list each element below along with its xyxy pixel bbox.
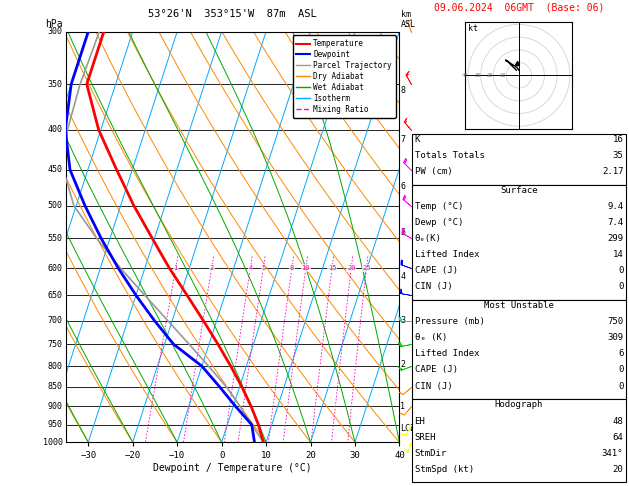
Text: 5: 5 (261, 265, 265, 271)
Text: 341°: 341° (602, 449, 623, 458)
X-axis label: Dewpoint / Temperature (°C): Dewpoint / Temperature (°C) (153, 463, 312, 473)
Text: 4: 4 (400, 272, 405, 281)
Text: 7: 7 (400, 135, 405, 144)
Text: 6: 6 (618, 349, 623, 359)
Text: 2: 2 (209, 265, 214, 271)
Text: Hodograph: Hodograph (495, 400, 543, 410)
Text: 20: 20 (487, 73, 494, 78)
Text: 14: 14 (613, 250, 623, 260)
Text: 9.4: 9.4 (607, 202, 623, 211)
Text: θₑ(K): θₑ(K) (415, 234, 442, 243)
Text: 750: 750 (607, 317, 623, 327)
Legend: Temperature, Dewpoint, Parcel Trajectory, Dry Adiabat, Wet Adiabat, Isotherm, Mi: Temperature, Dewpoint, Parcel Trajectory… (292, 35, 396, 118)
Text: Lifted Index: Lifted Index (415, 349, 479, 359)
Text: Mixing Ratio (g/kg): Mixing Ratio (g/kg) (423, 190, 432, 284)
Text: km
ASL: km ASL (401, 10, 416, 29)
Text: hPa: hPa (45, 19, 63, 29)
Text: 20: 20 (347, 265, 355, 271)
Text: 500: 500 (48, 201, 63, 210)
Text: 8: 8 (400, 87, 405, 95)
Text: 0: 0 (618, 365, 623, 375)
Text: 650: 650 (48, 291, 63, 300)
Text: 2: 2 (400, 360, 405, 368)
Text: 64: 64 (613, 433, 623, 442)
Text: θₑ (K): θₑ (K) (415, 333, 447, 343)
Text: © weatheronline.co.uk: © weatheronline.co.uk (470, 467, 567, 476)
Text: EH: EH (415, 417, 425, 426)
Text: 299: 299 (607, 234, 623, 243)
Text: 16: 16 (613, 135, 623, 144)
Text: 750: 750 (48, 340, 63, 348)
Text: 950: 950 (48, 420, 63, 429)
Text: 6: 6 (400, 182, 405, 191)
Text: 0: 0 (618, 282, 623, 292)
Text: CIN (J): CIN (J) (415, 282, 452, 292)
Text: CAPE (J): CAPE (J) (415, 266, 457, 276)
Text: StmSpd (kt): StmSpd (kt) (415, 465, 474, 474)
Text: 20: 20 (613, 465, 623, 474)
Text: K: K (415, 135, 420, 144)
Text: kt: kt (468, 24, 478, 34)
Text: Most Unstable: Most Unstable (484, 301, 554, 311)
Text: 900: 900 (48, 402, 63, 411)
Text: SREH: SREH (415, 433, 436, 442)
Text: Surface: Surface (500, 186, 538, 195)
Text: LCL: LCL (400, 424, 415, 433)
Text: 309: 309 (607, 333, 623, 343)
Text: 3: 3 (400, 316, 405, 325)
Text: 8: 8 (290, 265, 294, 271)
Text: Temp (°C): Temp (°C) (415, 202, 463, 211)
Text: 2.17: 2.17 (602, 167, 623, 176)
Text: 450: 450 (48, 165, 63, 174)
Text: 1000: 1000 (43, 438, 63, 447)
Text: 35: 35 (613, 151, 623, 160)
Text: 550: 550 (48, 234, 63, 243)
Text: 10: 10 (302, 265, 310, 271)
Text: Lifted Index: Lifted Index (415, 250, 479, 260)
Text: 0: 0 (618, 266, 623, 276)
Text: 30: 30 (474, 73, 481, 78)
Text: 40: 40 (462, 73, 468, 78)
Text: Pressure (mb): Pressure (mb) (415, 317, 484, 327)
Text: 850: 850 (48, 382, 63, 391)
Text: 1: 1 (400, 402, 405, 411)
Text: 4: 4 (248, 265, 252, 271)
Text: 300: 300 (48, 27, 63, 36)
Text: Totals Totals: Totals Totals (415, 151, 484, 160)
Text: 53°26'N  353°15'W  87m  ASL: 53°26'N 353°15'W 87m ASL (148, 9, 317, 19)
Text: 48: 48 (613, 417, 623, 426)
Text: 09.06.2024  06GMT  (Base: 06): 09.06.2024 06GMT (Base: 06) (434, 2, 604, 12)
Text: StmDir: StmDir (415, 449, 447, 458)
Text: 400: 400 (48, 125, 63, 134)
Text: 0: 0 (618, 382, 623, 391)
Text: 800: 800 (48, 362, 63, 371)
Text: 1: 1 (174, 265, 178, 271)
Text: 25: 25 (362, 265, 370, 271)
Text: 600: 600 (48, 263, 63, 273)
Text: PW (cm): PW (cm) (415, 167, 452, 176)
Text: CIN (J): CIN (J) (415, 382, 452, 391)
Text: 5: 5 (400, 227, 405, 237)
Text: 7.4: 7.4 (607, 218, 623, 227)
Text: 15: 15 (328, 265, 337, 271)
Text: 350: 350 (48, 80, 63, 88)
Text: 10: 10 (499, 73, 506, 78)
Text: Dewp (°C): Dewp (°C) (415, 218, 463, 227)
Text: CAPE (J): CAPE (J) (415, 365, 457, 375)
Text: 700: 700 (48, 316, 63, 325)
